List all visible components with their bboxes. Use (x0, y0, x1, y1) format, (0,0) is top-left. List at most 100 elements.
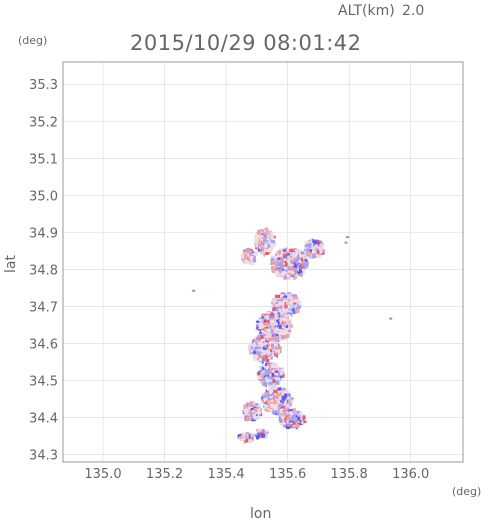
echo-cell (275, 352, 278, 355)
echo-cell (281, 408, 285, 411)
y-axis-label: lat (3, 255, 19, 273)
echo-cell (257, 411, 262, 415)
echo-cell (275, 375, 278, 378)
echo-cell (288, 399, 290, 404)
echo-cell (293, 409, 296, 412)
echo-cell (289, 259, 294, 264)
echo-cell (259, 366, 262, 370)
echo-cell (280, 317, 284, 320)
echo-cell (250, 248, 253, 253)
echo-cell (278, 415, 281, 419)
echo-cell (243, 408, 247, 413)
echo-cell (272, 362, 277, 366)
echo-cell (278, 367, 282, 372)
echo-cell (289, 402, 292, 407)
echo-cell (245, 411, 249, 415)
echo-cell (265, 249, 270, 253)
echo-cell (283, 317, 288, 322)
echo-cell (275, 340, 279, 343)
echo-cell (251, 339, 254, 342)
echo-cell (242, 432, 246, 436)
echo-cell (304, 250, 307, 255)
echo-cell (264, 342, 268, 347)
echo-cell (253, 338, 257, 343)
echo-cell (280, 297, 284, 300)
echo-cell (286, 310, 291, 313)
echo-cell (291, 311, 295, 314)
echo-cell (293, 304, 297, 307)
echo-cell (245, 408, 248, 413)
echo-cell (305, 241, 310, 244)
echo-cell (266, 336, 269, 341)
echo-cell (296, 271, 301, 275)
echo-cell (257, 354, 260, 359)
echo-cell (286, 413, 290, 417)
echo-cell (267, 336, 271, 339)
echo-cell (288, 293, 291, 296)
echo-cell (263, 372, 265, 376)
x-tick-label: 135.6 (269, 467, 306, 482)
echo-cell (281, 396, 286, 400)
echo-cell (246, 438, 249, 442)
echo-cell (256, 234, 260, 236)
echo-cell (286, 396, 291, 401)
echo-cell (251, 404, 254, 408)
echo-cell (257, 351, 261, 356)
echo-cell (274, 396, 279, 400)
echo-cell (259, 349, 264, 352)
echo-cell (258, 409, 261, 414)
echo-cell (295, 421, 298, 425)
echo-cell (301, 263, 306, 267)
x-tick-label: 135.8 (331, 467, 368, 482)
echo-cell (251, 436, 254, 441)
echo-cell (272, 257, 275, 260)
echo-cell (277, 400, 280, 403)
y-tick-label: 35.0 (29, 189, 58, 204)
echo-cell (268, 341, 273, 345)
echo-cell (305, 261, 309, 266)
y-tick-label: 34.5 (29, 375, 58, 390)
echo-cell (270, 343, 274, 348)
echo-cell (286, 403, 290, 408)
echo-cell (243, 257, 246, 260)
echo-cell (256, 346, 261, 349)
echo-cell (280, 255, 283, 259)
echo-cell (249, 259, 253, 264)
y-tick-labels: 34.3 34.4 34.5 34.6 34.7 34.8 34.9 35.0 35.1 35.2… (29, 78, 58, 463)
echo-cell (278, 406, 283, 411)
echo-cell (280, 301, 285, 306)
echo-cell (290, 418, 294, 423)
echo-cell (265, 362, 268, 366)
echo-cell (265, 242, 269, 245)
echo-cell (270, 408, 273, 412)
echo-cell (264, 391, 268, 396)
echo-cell (260, 243, 264, 246)
echo-cell (277, 321, 280, 326)
echo-cell (269, 373, 274, 377)
echo-cell (251, 402, 256, 407)
echo-cell (276, 255, 281, 258)
echo-cell (283, 262, 288, 267)
echo-cell (272, 297, 275, 301)
echo-cell (280, 261, 284, 266)
echo-cell (266, 344, 269, 348)
echo-cell (272, 334, 274, 337)
echo-cell (275, 406, 279, 410)
echo-cell (389, 317, 393, 320)
echo-cell (270, 356, 273, 360)
echo-cell (268, 333, 272, 337)
echo-cell (299, 251, 302, 256)
echo-cell (262, 366, 265, 370)
echo-cell (265, 235, 268, 238)
echo-cell (290, 397, 294, 400)
echo-cell (288, 409, 292, 413)
echo-cell (245, 407, 248, 411)
echo-cell (284, 417, 287, 422)
altitude-value: 2.0 (402, 3, 424, 19)
echo-cell (256, 404, 261, 408)
echo-cell (273, 343, 276, 347)
echo-cell (262, 250, 267, 254)
echo-cell (286, 425, 291, 429)
echo-cell (254, 252, 258, 256)
echo-cell (268, 312, 271, 315)
